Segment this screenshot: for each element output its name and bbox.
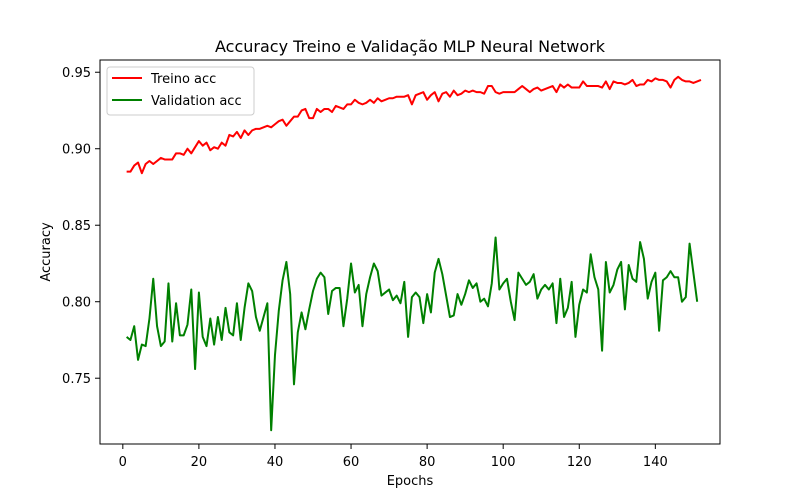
x-tick-label: 120 xyxy=(567,455,592,470)
x-axis-label: Epochs xyxy=(387,474,434,489)
x-tick-label: 60 xyxy=(343,455,360,470)
x-tick-label: 0 xyxy=(119,455,127,470)
legend-box xyxy=(106,66,255,116)
plot-frame xyxy=(99,59,721,445)
legend-label-treino: Treino acc xyxy=(150,72,216,87)
legend: Treino acc Validation acc xyxy=(106,66,255,116)
legend-label-validation: Validation acc xyxy=(151,94,242,109)
y-tick-label: 0.95 xyxy=(62,66,91,81)
x-tick-label: 100 xyxy=(491,455,516,470)
plot-layer xyxy=(126,75,702,432)
x-tick-label: 20 xyxy=(191,455,208,470)
y-axis-ticks: 0.75 0.80 0.85 0.90 0.95 xyxy=(62,66,100,387)
x-tick-label: 40 xyxy=(267,455,284,470)
series-line-treino xyxy=(126,75,702,175)
chart-title: Accuracy Treino e Validação MLP Neural N… xyxy=(215,37,606,56)
x-axis-ticks: 0 20 40 60 80 100 120 140 xyxy=(119,444,668,470)
x-tick-label: 80 xyxy=(419,455,436,470)
y-axis-label: Accuracy xyxy=(39,222,54,282)
y-tick-label: 0.85 xyxy=(62,219,91,234)
series-line-validation xyxy=(126,236,699,432)
x-tick-label: 140 xyxy=(643,455,668,470)
y-tick-label: 0.80 xyxy=(62,296,91,311)
y-tick-label: 0.75 xyxy=(62,372,91,387)
y-tick-label: 0.90 xyxy=(62,143,91,158)
